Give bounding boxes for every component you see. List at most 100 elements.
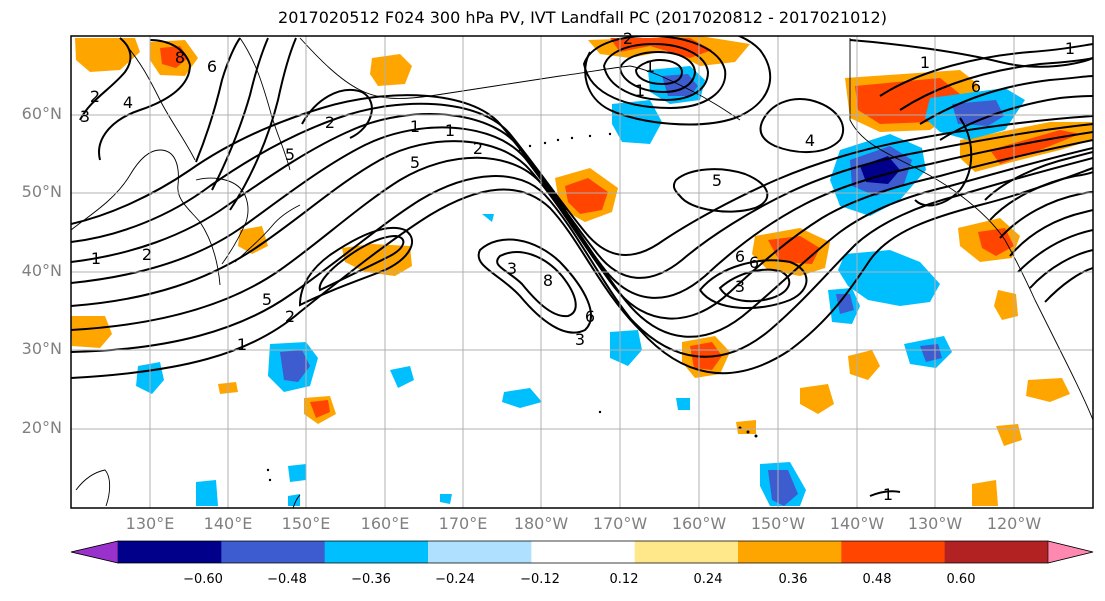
contour-label: 5 xyxy=(285,145,295,164)
ivt-contour-line xyxy=(318,234,405,292)
coastline xyxy=(195,177,249,265)
ivt-contour-line xyxy=(582,36,727,110)
negative-anomaly-patch xyxy=(196,480,218,506)
lat-label-40n: 40°N xyxy=(21,261,62,280)
positive-anomaly-patch xyxy=(978,228,1014,256)
positive-anomaly-patch xyxy=(565,178,608,214)
coastline xyxy=(71,149,221,286)
ivt-contour-line xyxy=(229,37,297,211)
island-dot xyxy=(528,144,532,148)
lon-label-150e: 150°E xyxy=(281,514,331,533)
contour-label: 3 xyxy=(575,330,585,349)
positive-anomaly-patch xyxy=(736,420,756,434)
ivt-contour-line xyxy=(496,251,577,318)
colorbar-segment xyxy=(634,541,739,563)
colorbar-arrow-high xyxy=(1047,540,1094,564)
contour-label: 3 xyxy=(80,107,90,126)
ivt-contour-line xyxy=(1044,267,1093,303)
ivt-contour-line xyxy=(71,126,1093,299)
island-dot xyxy=(570,136,574,140)
ivt-contour-line xyxy=(1029,249,1093,289)
ivt-contour-line xyxy=(618,50,697,94)
contour-label: 1 xyxy=(237,335,247,354)
contour-label: 3 xyxy=(507,259,517,278)
lon-label-140e: 140°E xyxy=(203,514,253,533)
negative-anomaly-patch xyxy=(440,494,452,504)
contour-label: 6 xyxy=(749,253,759,272)
positive-anomaly-patch xyxy=(848,350,880,380)
contour-label: 1 xyxy=(920,53,930,72)
colorbar-segment xyxy=(841,541,946,563)
ivt-contour-line xyxy=(71,94,567,225)
contour-label: 1 xyxy=(645,57,655,76)
contour-label: 2 xyxy=(473,139,483,158)
ivt-contour-line xyxy=(98,39,192,161)
ivt-contour-line xyxy=(989,171,1093,221)
contour-label: 6 xyxy=(207,57,217,76)
ivt-contour-line xyxy=(939,95,1093,141)
contour-label: 1 xyxy=(91,249,101,268)
colorbar-tick-label: −0.48 xyxy=(267,572,307,587)
contour-label: 8 xyxy=(175,48,185,67)
lat-label-50n: 50°N xyxy=(21,182,62,201)
ivt-contour-line xyxy=(301,89,373,139)
colorbar-tick-label: 0.24 xyxy=(693,572,723,587)
lon-label-130w: 130°W xyxy=(907,514,963,533)
colorbar-tick-label: 0.48 xyxy=(862,572,892,587)
negative-anomaly-patch xyxy=(952,100,1004,126)
contour-label: 2 xyxy=(142,245,152,264)
colorbar-arrow-low xyxy=(70,540,119,564)
contour-label: 5 xyxy=(712,171,722,190)
colorbar-segment xyxy=(324,541,429,563)
contour-label: 2 xyxy=(285,307,295,326)
island-dot xyxy=(608,132,612,136)
positive-anomaly-patch xyxy=(994,290,1018,320)
negative-anomaly-patch xyxy=(920,344,942,362)
coastlines xyxy=(71,37,1093,508)
coastline xyxy=(299,37,631,99)
negative-anomaly-patch xyxy=(482,214,494,222)
negative-anomaly-patch xyxy=(288,494,300,506)
lat-label-60n: 60°N xyxy=(21,104,62,123)
contour-label: 4 xyxy=(123,93,133,112)
ivt-contour-line xyxy=(914,117,973,207)
contour-label: 1 xyxy=(1065,39,1075,58)
lon-label-160w: 160°W xyxy=(671,514,727,533)
island-dot xyxy=(754,434,758,438)
contour-label: 5 xyxy=(262,290,272,309)
negative-anomaly-patch xyxy=(610,330,642,366)
contour-label: 2 xyxy=(623,29,633,48)
island-dot xyxy=(746,430,750,434)
positive-anomaly-patch xyxy=(238,226,268,254)
positive-anomaly-patch xyxy=(342,244,412,276)
lon-label-130e: 130°E xyxy=(125,514,175,533)
lon-label-170e: 170°E xyxy=(438,514,488,533)
colorbar-segment xyxy=(221,541,326,563)
graticule xyxy=(71,36,1093,508)
coastline xyxy=(119,37,196,161)
contour-label: 2 xyxy=(90,87,100,106)
colorbar-tick-label: 0.60 xyxy=(946,572,976,587)
contour-label: 5 xyxy=(410,153,420,172)
positive-anomaly-patch xyxy=(71,316,112,348)
ivt-contours xyxy=(71,36,1093,497)
positive-anomaly-patch xyxy=(768,236,820,264)
lat-label-20n: 20°N xyxy=(21,418,62,437)
positive-anomaly-patch xyxy=(1026,378,1070,402)
positive-anomaly-patch xyxy=(75,38,140,72)
lon-label-160e: 160°E xyxy=(360,514,410,533)
map-frame xyxy=(70,35,1094,509)
colorbar-segment xyxy=(738,541,842,563)
negative-anomaly-patch xyxy=(288,464,306,482)
ivt-contour-line xyxy=(849,39,1093,68)
ivt-contour-line xyxy=(71,113,1093,279)
coastline xyxy=(292,494,301,508)
colorbar-tick-label: 0.36 xyxy=(778,572,808,587)
contour-label: 1 xyxy=(410,117,420,136)
ivt-contour-line xyxy=(211,37,269,191)
ivt-contour-line xyxy=(634,58,684,86)
negative-anomaly-patch xyxy=(612,100,662,144)
colorbar-segment xyxy=(428,541,532,563)
ivt-contour-line xyxy=(1009,209,1093,257)
pv-anomaly-shading xyxy=(71,36,1092,506)
